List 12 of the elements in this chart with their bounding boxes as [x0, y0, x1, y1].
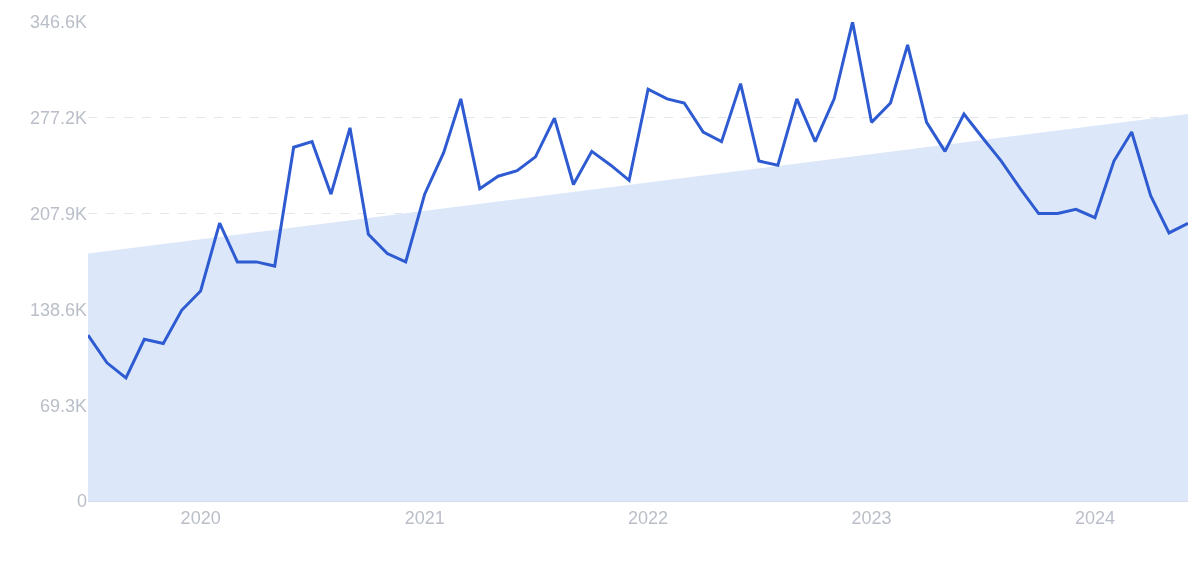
- y-tick-label: 207.9K: [29, 203, 87, 224]
- x-tick-label: 2021: [404, 507, 445, 528]
- y-tick-label: 69.3K: [39, 395, 87, 416]
- y-tick-label: 0: [76, 491, 87, 512]
- x-tick-label: 2022: [628, 507, 669, 528]
- y-tick-label: 346.6K: [29, 12, 87, 33]
- y-tick-label: 277.2K: [29, 108, 87, 129]
- x-tick-label: 2024: [1074, 507, 1115, 528]
- x-tick-label: 2020: [180, 507, 221, 528]
- y-tick-label: 138.6K: [29, 299, 87, 320]
- x-tick-label: 2023: [851, 507, 892, 528]
- line-series: [88, 22, 1188, 380]
